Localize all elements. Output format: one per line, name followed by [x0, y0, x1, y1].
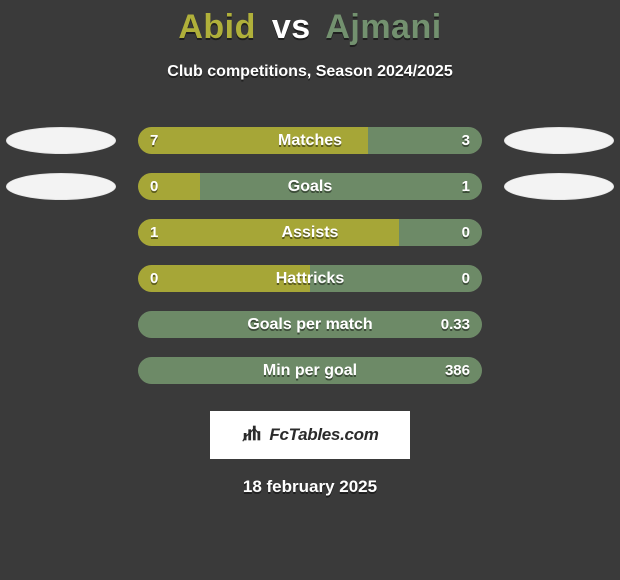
stat-bar: 0.33Goals per match: [138, 311, 482, 338]
player1-avatar-placeholder: [6, 127, 116, 154]
page-title: Abid vs Ajmani: [0, 8, 620, 47]
stat-row: 386Min per goal: [0, 347, 620, 393]
stat-row: 73Matches: [0, 117, 620, 163]
stat-bar: 73Matches: [138, 127, 482, 154]
stat-bar: 00Hattricks: [138, 265, 482, 292]
stat-bar-left-fill: [138, 219, 399, 246]
stat-row: 01Goals: [0, 163, 620, 209]
date-label: 18 february 2025: [0, 477, 620, 497]
title-vs: vs: [272, 8, 311, 46]
player2-avatar-placeholder: [504, 173, 614, 200]
player1-avatar-placeholder: [6, 173, 116, 200]
brand-text: FcTables.com: [269, 425, 378, 445]
stat-row: 0.33Goals per match: [0, 301, 620, 347]
stat-bar: 10Assists: [138, 219, 482, 246]
player2-name: Ajmani: [325, 8, 441, 46]
stat-bar-right-fill: [399, 219, 482, 246]
stat-bar-left-fill: [138, 173, 200, 200]
stat-bar: 386Min per goal: [138, 357, 482, 384]
stat-bar-right-fill: [200, 173, 482, 200]
stat-bar-left-fill: [138, 265, 310, 292]
comparison-card: Abid vs Ajmani Club competitions, Season…: [0, 0, 620, 580]
stat-row: 10Assists: [0, 209, 620, 255]
player1-name: Abid: [178, 8, 256, 46]
player2-avatar-placeholder: [504, 127, 614, 154]
stat-bar-left-fill: [138, 127, 368, 154]
stat-bar-right-fill: [368, 127, 482, 154]
stat-bar-right-fill: [138, 311, 482, 338]
bar-chart-icon: [241, 422, 263, 449]
stats-rows: 73Matches 01Goals 10Assists 00Hattricks 0.33…: [0, 117, 620, 393]
stat-row: 00Hattricks: [0, 255, 620, 301]
stat-bar-right-fill: [138, 357, 482, 384]
subtitle: Club competitions, Season 2024/2025: [0, 63, 620, 81]
stat-bar: 01Goals: [138, 173, 482, 200]
stat-bar-right-fill: [310, 265, 482, 292]
brand-badge[interactable]: FcTables.com: [210, 411, 410, 459]
